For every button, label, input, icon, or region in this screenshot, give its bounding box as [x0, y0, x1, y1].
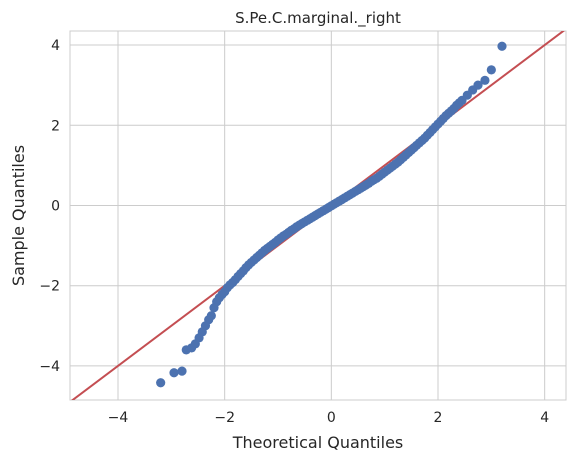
x-tick-label: 2 [434, 410, 443, 426]
data-points [156, 41, 507, 388]
grid-lines [70, 31, 566, 400]
x-tick-labels: −4 −2 0 2 4 [108, 410, 550, 426]
y-tick-label: 4 [51, 38, 60, 54]
x-tick-label: −2 [214, 410, 235, 426]
data-point [497, 41, 507, 51]
data-point [177, 366, 187, 376]
y-axis-label: Sample Quantiles [9, 145, 28, 286]
data-point [206, 311, 216, 321]
y-tick-label: 0 [51, 198, 60, 214]
y-tick-label: 2 [51, 118, 60, 134]
data-point [486, 65, 496, 75]
y-tick-label: −2 [39, 279, 60, 295]
data-point [156, 378, 166, 388]
x-axis-label: Theoretical Quantiles [232, 433, 404, 452]
y-tick-labels: −4 −2 0 2 4 [39, 38, 60, 375]
x-tick-label: 0 [327, 410, 336, 426]
data-point [480, 75, 490, 85]
x-tick-label: 4 [540, 410, 549, 426]
x-tick-label: −4 [108, 410, 129, 426]
data-point [169, 368, 179, 378]
y-tick-label: −4 [39, 359, 60, 375]
data-point [473, 80, 483, 90]
chart-title: S.Pe.C.marginal._right [235, 9, 401, 28]
